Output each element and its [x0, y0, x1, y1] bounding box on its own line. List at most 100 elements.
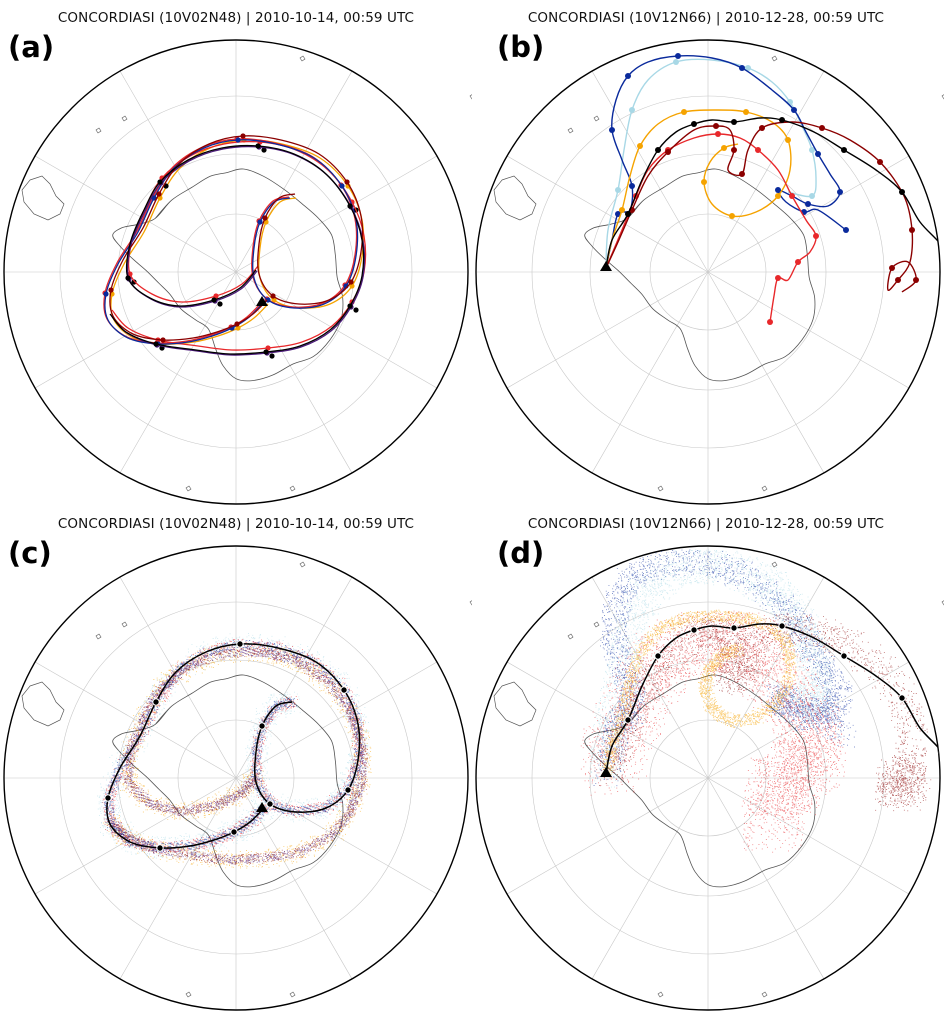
trajectory-point	[729, 213, 735, 219]
panel-d-title: CONCORDIASI (10V12N66) | 2010-12-28, 00:…	[527, 516, 885, 532]
trajectory-point	[629, 183, 635, 189]
south-america-coastline	[493, 681, 537, 727]
meridian-line	[235, 661, 438, 779]
trajectory-point	[629, 107, 635, 113]
trajectory-point	[721, 145, 727, 151]
trajectory-point	[791, 107, 797, 113]
trajectories-b	[600, 53, 940, 325]
trajectory-point	[681, 109, 687, 115]
trajectory-point	[235, 137, 241, 143]
observed-trajectory-point	[624, 716, 632, 724]
observed-trajectory-point	[938, 748, 940, 756]
meridian-line	[707, 777, 825, 980]
trajectory-point	[745, 65, 751, 71]
island-coastline	[593, 621, 600, 628]
trajectory-point	[108, 287, 114, 293]
observed-trajectory-point	[840, 652, 848, 660]
trajectory-line	[111, 140, 367, 351]
meridian-line	[34, 271, 237, 389]
observed-trajectory-line	[106, 643, 361, 849]
observed-trajectory-point	[778, 622, 786, 630]
meridian-line	[707, 271, 825, 474]
ensemble-cloud-red	[102, 638, 365, 855]
panel-d: CONCORDIASI (10V12N66) | 2010-12-28, 00:…	[472, 506, 944, 1012]
trajectory-point	[809, 193, 815, 199]
trajectory-point	[743, 109, 749, 115]
trajectories-d	[580, 549, 940, 853]
trajectory-point	[819, 125, 825, 131]
meridian-line	[119, 70, 237, 273]
trajectory-point	[813, 233, 819, 239]
observed-trajectory-point	[230, 828, 238, 836]
meridian-line	[506, 777, 709, 895]
map-boundary-circle	[3, 39, 469, 505]
island-coastline	[567, 127, 574, 134]
trajectory-point	[257, 219, 263, 225]
island-coastline	[761, 485, 768, 492]
panel-b-label: (b)	[497, 30, 545, 64]
basemap-b	[475, 39, 944, 505]
island-coastline	[941, 94, 944, 100]
ensemble-cloud-purple	[107, 647, 367, 865]
observed-trajectory-point	[898, 694, 906, 702]
trajectory-point	[701, 179, 707, 185]
island-coastline	[95, 633, 102, 640]
trajectory-line	[605, 121, 917, 293]
trajectory-point	[755, 147, 761, 153]
trajectory-point	[665, 149, 671, 155]
trajectory-point	[240, 133, 246, 139]
trajectory-point	[349, 283, 355, 289]
trajectory-point	[673, 59, 679, 65]
trajectory-point	[211, 297, 217, 303]
ensemble-cloud-red	[580, 610, 846, 853]
map-panel-c	[3, 545, 472, 1011]
panel-c-label: (c)	[8, 536, 52, 570]
launch-triangle-marker	[256, 296, 268, 306]
island-coastline	[469, 600, 472, 606]
trajectory-point	[263, 219, 269, 225]
trajectory-point	[739, 65, 745, 71]
meridian-line	[591, 777, 709, 980]
island-coastline	[657, 485, 664, 492]
trajectory-point	[843, 227, 849, 233]
trajectory-point	[691, 121, 697, 127]
island-coastline	[121, 621, 128, 628]
ensemble-cloud-light-blue	[589, 549, 834, 788]
launch-triangle-marker	[600, 261, 612, 271]
south-america-coastline	[21, 681, 65, 727]
meridian-line	[707, 70, 825, 273]
trajectory-point	[348, 279, 354, 285]
trajectory-point	[339, 183, 345, 189]
basemap-d	[475, 545, 944, 1011]
trajectory-point	[160, 337, 166, 343]
trajectory-point	[615, 211, 621, 217]
trajectory-point	[157, 195, 163, 201]
trajectory-point	[213, 293, 219, 299]
trajectory-point	[347, 203, 353, 209]
meridian-line	[591, 271, 709, 474]
observed-trajectory-point	[266, 800, 274, 808]
trajectory-point	[125, 275, 131, 281]
map-boundary-circle	[475, 39, 941, 505]
island-coastline	[289, 991, 296, 998]
trajectory-point	[153, 341, 159, 347]
trajectory-point	[265, 297, 271, 303]
trajectory-point	[837, 189, 843, 195]
trajectory-point	[234, 321, 240, 327]
trajectory-point	[271, 297, 277, 303]
panel-a-label: (a)	[8, 30, 55, 64]
panel-c-title: CONCORDIASI (10V02N48) | 2010-10-14, 00:…	[57, 516, 415, 532]
trajectory-point	[127, 271, 133, 277]
island-coastline	[299, 561, 306, 568]
trajectory-point	[779, 117, 785, 123]
trajectory-point	[157, 179, 163, 185]
observed-trajectory-point	[340, 686, 348, 694]
ensemble-cloud-dark-blue	[103, 639, 364, 853]
trajectory-point	[909, 227, 915, 233]
south-america-coastline	[493, 175, 537, 221]
trajectory-line	[605, 133, 817, 323]
trajectory-point	[353, 307, 359, 313]
trajectory-point	[655, 147, 661, 153]
panel-a: CONCORDIASI (10V02N48) | 2010-10-14, 00:…	[0, 0, 472, 506]
ensemble-cloud-orange	[602, 609, 797, 779]
